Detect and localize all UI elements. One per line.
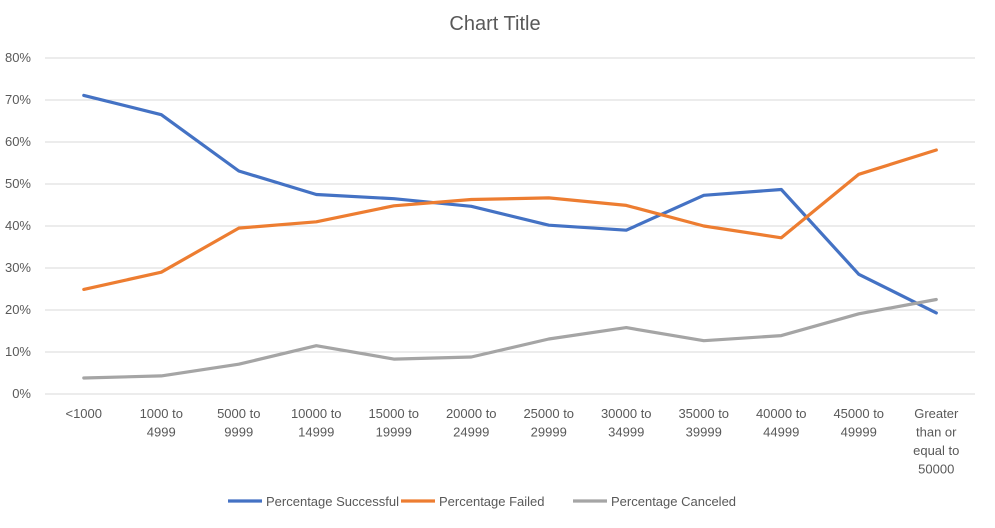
y-tick-label: 60% [5,134,31,149]
series-lines [82,93,938,380]
x-tick-label: 1000 to 4999 [140,406,183,440]
x-tick-label: 5000 to 9999 [217,406,260,440]
y-tick-label: 10% [5,344,31,359]
y-tick-label: 80% [5,50,31,65]
y-tick-label: 20% [5,302,31,317]
x-axis-tick-labels: <1000 1000 to 4999 5000 to 9999 10000 to 14999… [65,406,959,477]
x-tick-label: 10000 to 14999 [291,406,342,440]
x-tick-label: 40000 to 44999 [756,406,807,440]
legend-label-percentage-successful: Percentage Successful [266,494,399,509]
legend-label-percentage-canceled: Percentage Canceled [611,494,736,509]
y-tick-label: 0% [12,386,31,401]
x-tick-label: 20000 to 24999 [446,406,497,440]
y-axis-tick-labels: 0% 10% 20% 30% 40% 50% 60% 70% 80% [5,50,31,401]
y-tick-label: 50% [5,176,31,191]
chart-title: Chart Title [449,13,540,35]
x-tick-label: 25000 to 29999 [523,406,574,440]
series-line-percentage-successful [82,93,938,315]
x-tick-label: 45000 to 49999 [833,406,884,440]
gridlines [45,57,975,395]
legend: Percentage Successful Percentage Failed Pe… [228,494,736,509]
x-tick-label: <1000 [65,406,102,421]
series-line-percentage-failed [82,148,938,291]
series-line-percentage-canceled [82,297,938,380]
y-tick-label: 70% [5,92,31,107]
x-tick-label: 35000 to 39999 [678,406,729,440]
x-tick-label: 30000 to 34999 [601,406,652,440]
y-tick-label: 40% [5,218,31,233]
legend-label-percentage-failed: Percentage Failed [439,494,545,509]
x-tick-label: 15000 to 19999 [368,406,419,440]
x-tick-label: Greater than or equal to 50000 [913,406,959,477]
y-tick-label: 30% [5,260,31,275]
